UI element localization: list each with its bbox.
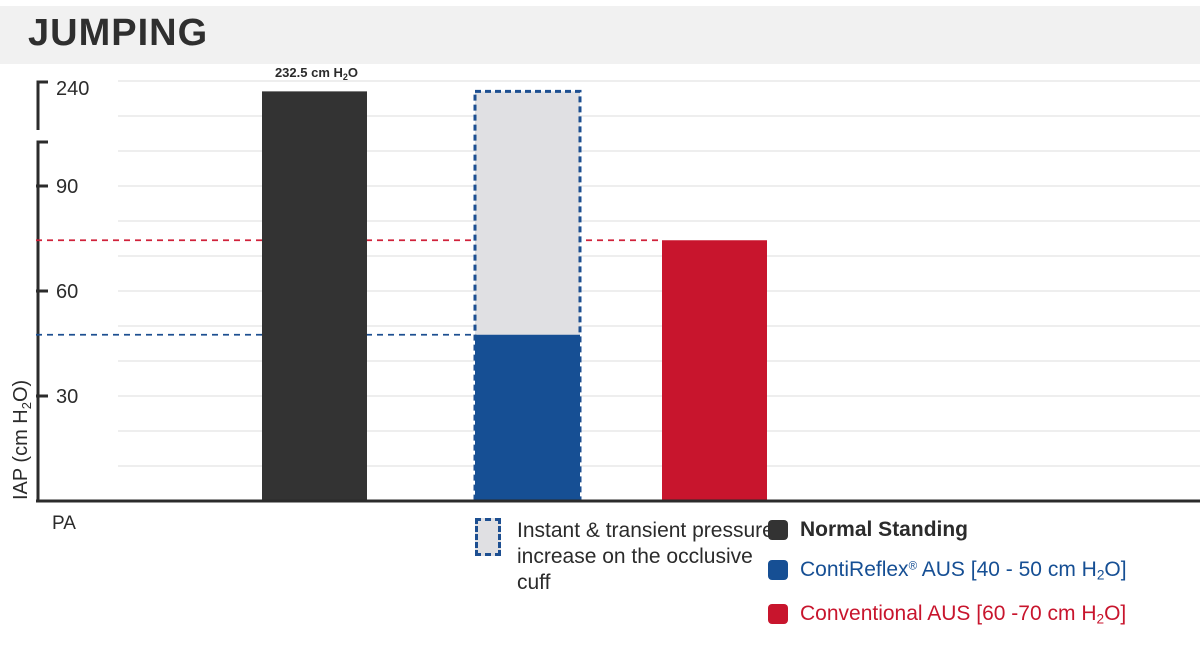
legend-transient-text: Instant & transient pressure increase on… (517, 519, 774, 594)
y-axis-lower (36, 140, 48, 501)
legend-label-normal: Normal Standing (800, 518, 969, 541)
legend-swatch-contireflex (768, 560, 788, 580)
y-tick-label: 60 (56, 281, 78, 303)
x-origin-label: PA (52, 513, 76, 534)
legend-swatch-normal (768, 520, 788, 540)
title-band (0, 6, 1200, 64)
y-axis-label: IAP (cm H2O) (10, 380, 34, 500)
bar (262, 91, 367, 501)
transient-swatch (475, 518, 501, 556)
bar (475, 334, 580, 501)
y-tick-label: 240 (56, 78, 89, 100)
legend-label-contireflex: ContiReflex® AUS [40 - 50 cm H2O] (800, 558, 1127, 583)
legend-item-normal: Normal Standing (768, 518, 968, 542)
y-tick-label: 30 (56, 386, 78, 408)
y-tick-label: 90 (56, 176, 78, 198)
y-axis-upper (36, 80, 48, 130)
legend-item-conventional: Conventional AUS [60 -70 cm H2O] (768, 602, 1126, 626)
legend-swatch-conventional (768, 604, 788, 624)
data-label: 232.5 cm H2O (275, 65, 358, 82)
page-title: JUMPING (28, 12, 209, 54)
bar (662, 240, 767, 501)
legend-item-contireflex: ContiReflex® AUS [40 - 50 cm H2O] (768, 558, 1127, 582)
legend-label-conventional: Conventional AUS [60 -70 cm H2O] (800, 602, 1127, 627)
